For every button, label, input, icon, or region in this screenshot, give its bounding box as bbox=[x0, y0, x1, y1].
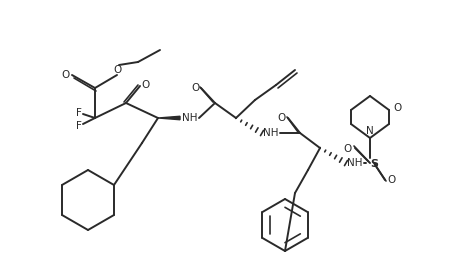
Text: NH: NH bbox=[347, 158, 363, 168]
Text: NH: NH bbox=[182, 113, 198, 123]
Text: F: F bbox=[76, 108, 82, 118]
Polygon shape bbox=[158, 116, 180, 120]
Text: O: O bbox=[344, 144, 352, 154]
Text: O: O bbox=[141, 80, 149, 90]
Text: O: O bbox=[393, 103, 401, 113]
Text: S: S bbox=[370, 159, 378, 169]
Text: O: O bbox=[114, 65, 122, 75]
Text: N: N bbox=[366, 126, 374, 136]
Text: O: O bbox=[278, 113, 286, 123]
Text: O: O bbox=[62, 70, 70, 80]
Text: NH: NH bbox=[263, 128, 279, 138]
Text: O: O bbox=[388, 175, 396, 185]
Text: F: F bbox=[76, 121, 82, 131]
Text: O: O bbox=[191, 83, 199, 93]
